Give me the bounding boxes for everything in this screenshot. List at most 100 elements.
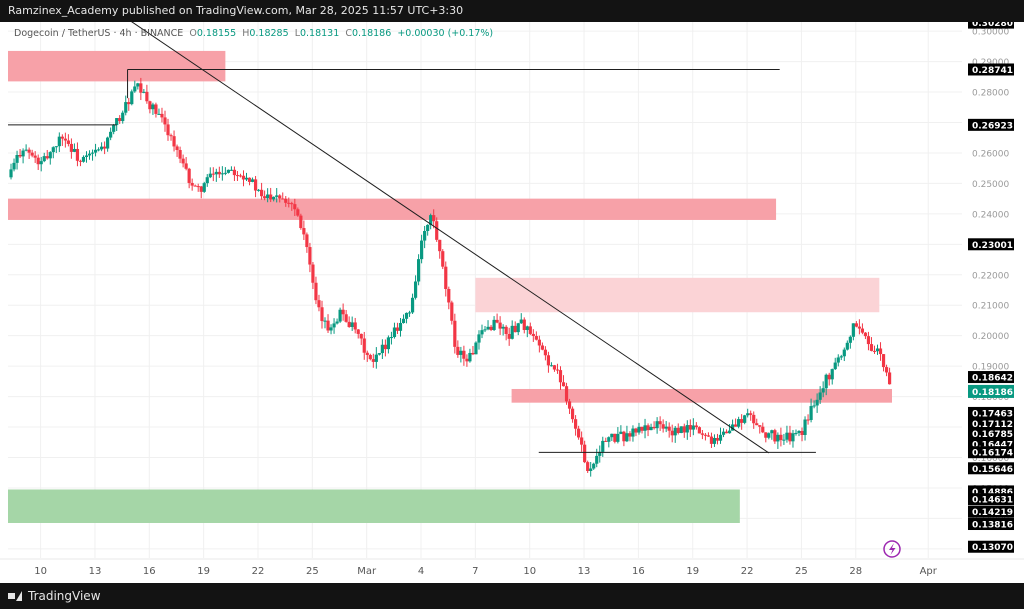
candle-body: [758, 425, 762, 427]
candle-body: [232, 169, 237, 176]
price-level-label: 0.14886: [972, 488, 1013, 498]
candle-body: [513, 325, 517, 333]
candle-body: [417, 259, 421, 282]
candle-body: [42, 156, 46, 162]
candle-body: [18, 155, 22, 157]
candle-body: [667, 426, 671, 431]
candle-body: [281, 198, 285, 200]
candle-body: [860, 328, 865, 333]
candle-body: [284, 198, 288, 203]
candle-body: [305, 234, 309, 248]
candle-body: [474, 342, 478, 355]
footer-bar: TradingView: [0, 583, 1024, 609]
candle-body: [887, 372, 892, 385]
tradingview-logo[interactable]: TradingView: [8, 583, 101, 609]
candle-body: [205, 177, 209, 184]
downtrend-line[interactable]: [127, 18, 770, 454]
candle-body: [589, 468, 593, 471]
supply-zone-mid[interactable]: [475, 277, 880, 313]
candle-body: [444, 266, 448, 290]
time-tick-label: 10: [34, 566, 47, 577]
tradingview-logo-icon: [8, 591, 22, 601]
candle-body: [426, 224, 430, 232]
time-tick-label: 16: [143, 566, 156, 577]
price-level-label: 0.16174: [972, 449, 1013, 459]
candle-body: [815, 399, 819, 406]
time-tick-label: 13: [89, 566, 102, 577]
demand-flip-zone[interactable]: [511, 388, 892, 403]
candle-body: [685, 425, 689, 433]
candle-body: [356, 329, 360, 334]
candle-body: [275, 195, 279, 197]
candle-body: [688, 425, 692, 430]
time-tick-label: 22: [252, 566, 265, 577]
candle-body: [142, 91, 146, 93]
candle-body: [9, 169, 13, 178]
candle-body: [48, 152, 52, 159]
candle-body: [854, 323, 858, 327]
candle-body: [622, 431, 626, 442]
candle-body: [199, 186, 203, 192]
price-level-badge: [968, 118, 1014, 131]
time-tick-label: 13: [578, 566, 591, 577]
candle-body: [809, 406, 813, 420]
candle-body: [386, 337, 391, 350]
candle-body: [30, 152, 34, 156]
candle-body: [643, 425, 647, 431]
candle-body: [652, 426, 656, 429]
candle-body: [166, 124, 170, 136]
price-level-badge: [968, 417, 1014, 430]
open-value: 0.18155: [196, 28, 237, 39]
candle-body: [537, 339, 541, 346]
candle-body: [878, 348, 883, 355]
candle-body: [712, 437, 717, 444]
candle-body: [69, 143, 74, 152]
price-axis[interactable]: 0.130000.140000.150000.160000.170000.180…: [962, 16, 1024, 558]
candle-body: [676, 427, 680, 433]
chart-area[interactable]: 0.130000.140000.150000.160000.170000.180…: [0, 16, 1024, 583]
candle-body: [287, 202, 291, 204]
candle-body: [477, 334, 481, 343]
candle-body: [359, 333, 363, 339]
candle-body: [483, 329, 487, 331]
candle-body: [238, 175, 243, 177]
price-tick-label: 0.21000: [972, 302, 1009, 312]
candle-body: [577, 428, 581, 438]
candle-body: [715, 437, 720, 441]
candle-body: [115, 118, 119, 126]
candle-body: [269, 194, 273, 200]
candle-body: [746, 413, 750, 416]
candle-body: [453, 320, 457, 347]
candle-body: [404, 312, 409, 319]
candle-body: [697, 427, 701, 434]
resistance-zone[interactable]: [8, 198, 777, 220]
candle-body: [368, 354, 372, 360]
time-tick-label: 25: [795, 566, 808, 577]
demand-zone-bottom[interactable]: [8, 489, 740, 523]
candle-body: [534, 336, 538, 340]
close-value: 0.18186: [351, 28, 392, 39]
candle-body: [15, 155, 19, 163]
candle-body: [145, 91, 149, 102]
candle-body: [640, 426, 644, 431]
candle-body: [157, 113, 161, 115]
price-level-badge: [968, 63, 1014, 76]
candle-body: [24, 149, 28, 151]
candle-body: [75, 148, 80, 161]
time-axis[interactable]: 10 13 16 19 22 25 Mar 4 7 10 13 16 19 22 25 28 Apr: [0, 558, 1024, 577]
supply-zone-top[interactable]: [8, 50, 226, 82]
candle-body: [377, 353, 381, 355]
flash-icon[interactable]: [883, 540, 901, 558]
time-tick-label: 22: [741, 566, 754, 577]
candle-body: [658, 421, 662, 425]
candle-body: [764, 432, 768, 438]
price-chart[interactable]: 0.130000.140000.150000.160000.170000.180…: [0, 16, 1024, 583]
candle-body: [172, 136, 176, 147]
candle-body: [664, 426, 668, 429]
candle-body: [694, 425, 698, 428]
candle-body: [350, 322, 354, 327]
candle-body: [187, 168, 191, 183]
candle-body: [241, 175, 246, 180]
candle-body: [380, 344, 384, 354]
price-level-label: 0.14219: [972, 508, 1013, 518]
